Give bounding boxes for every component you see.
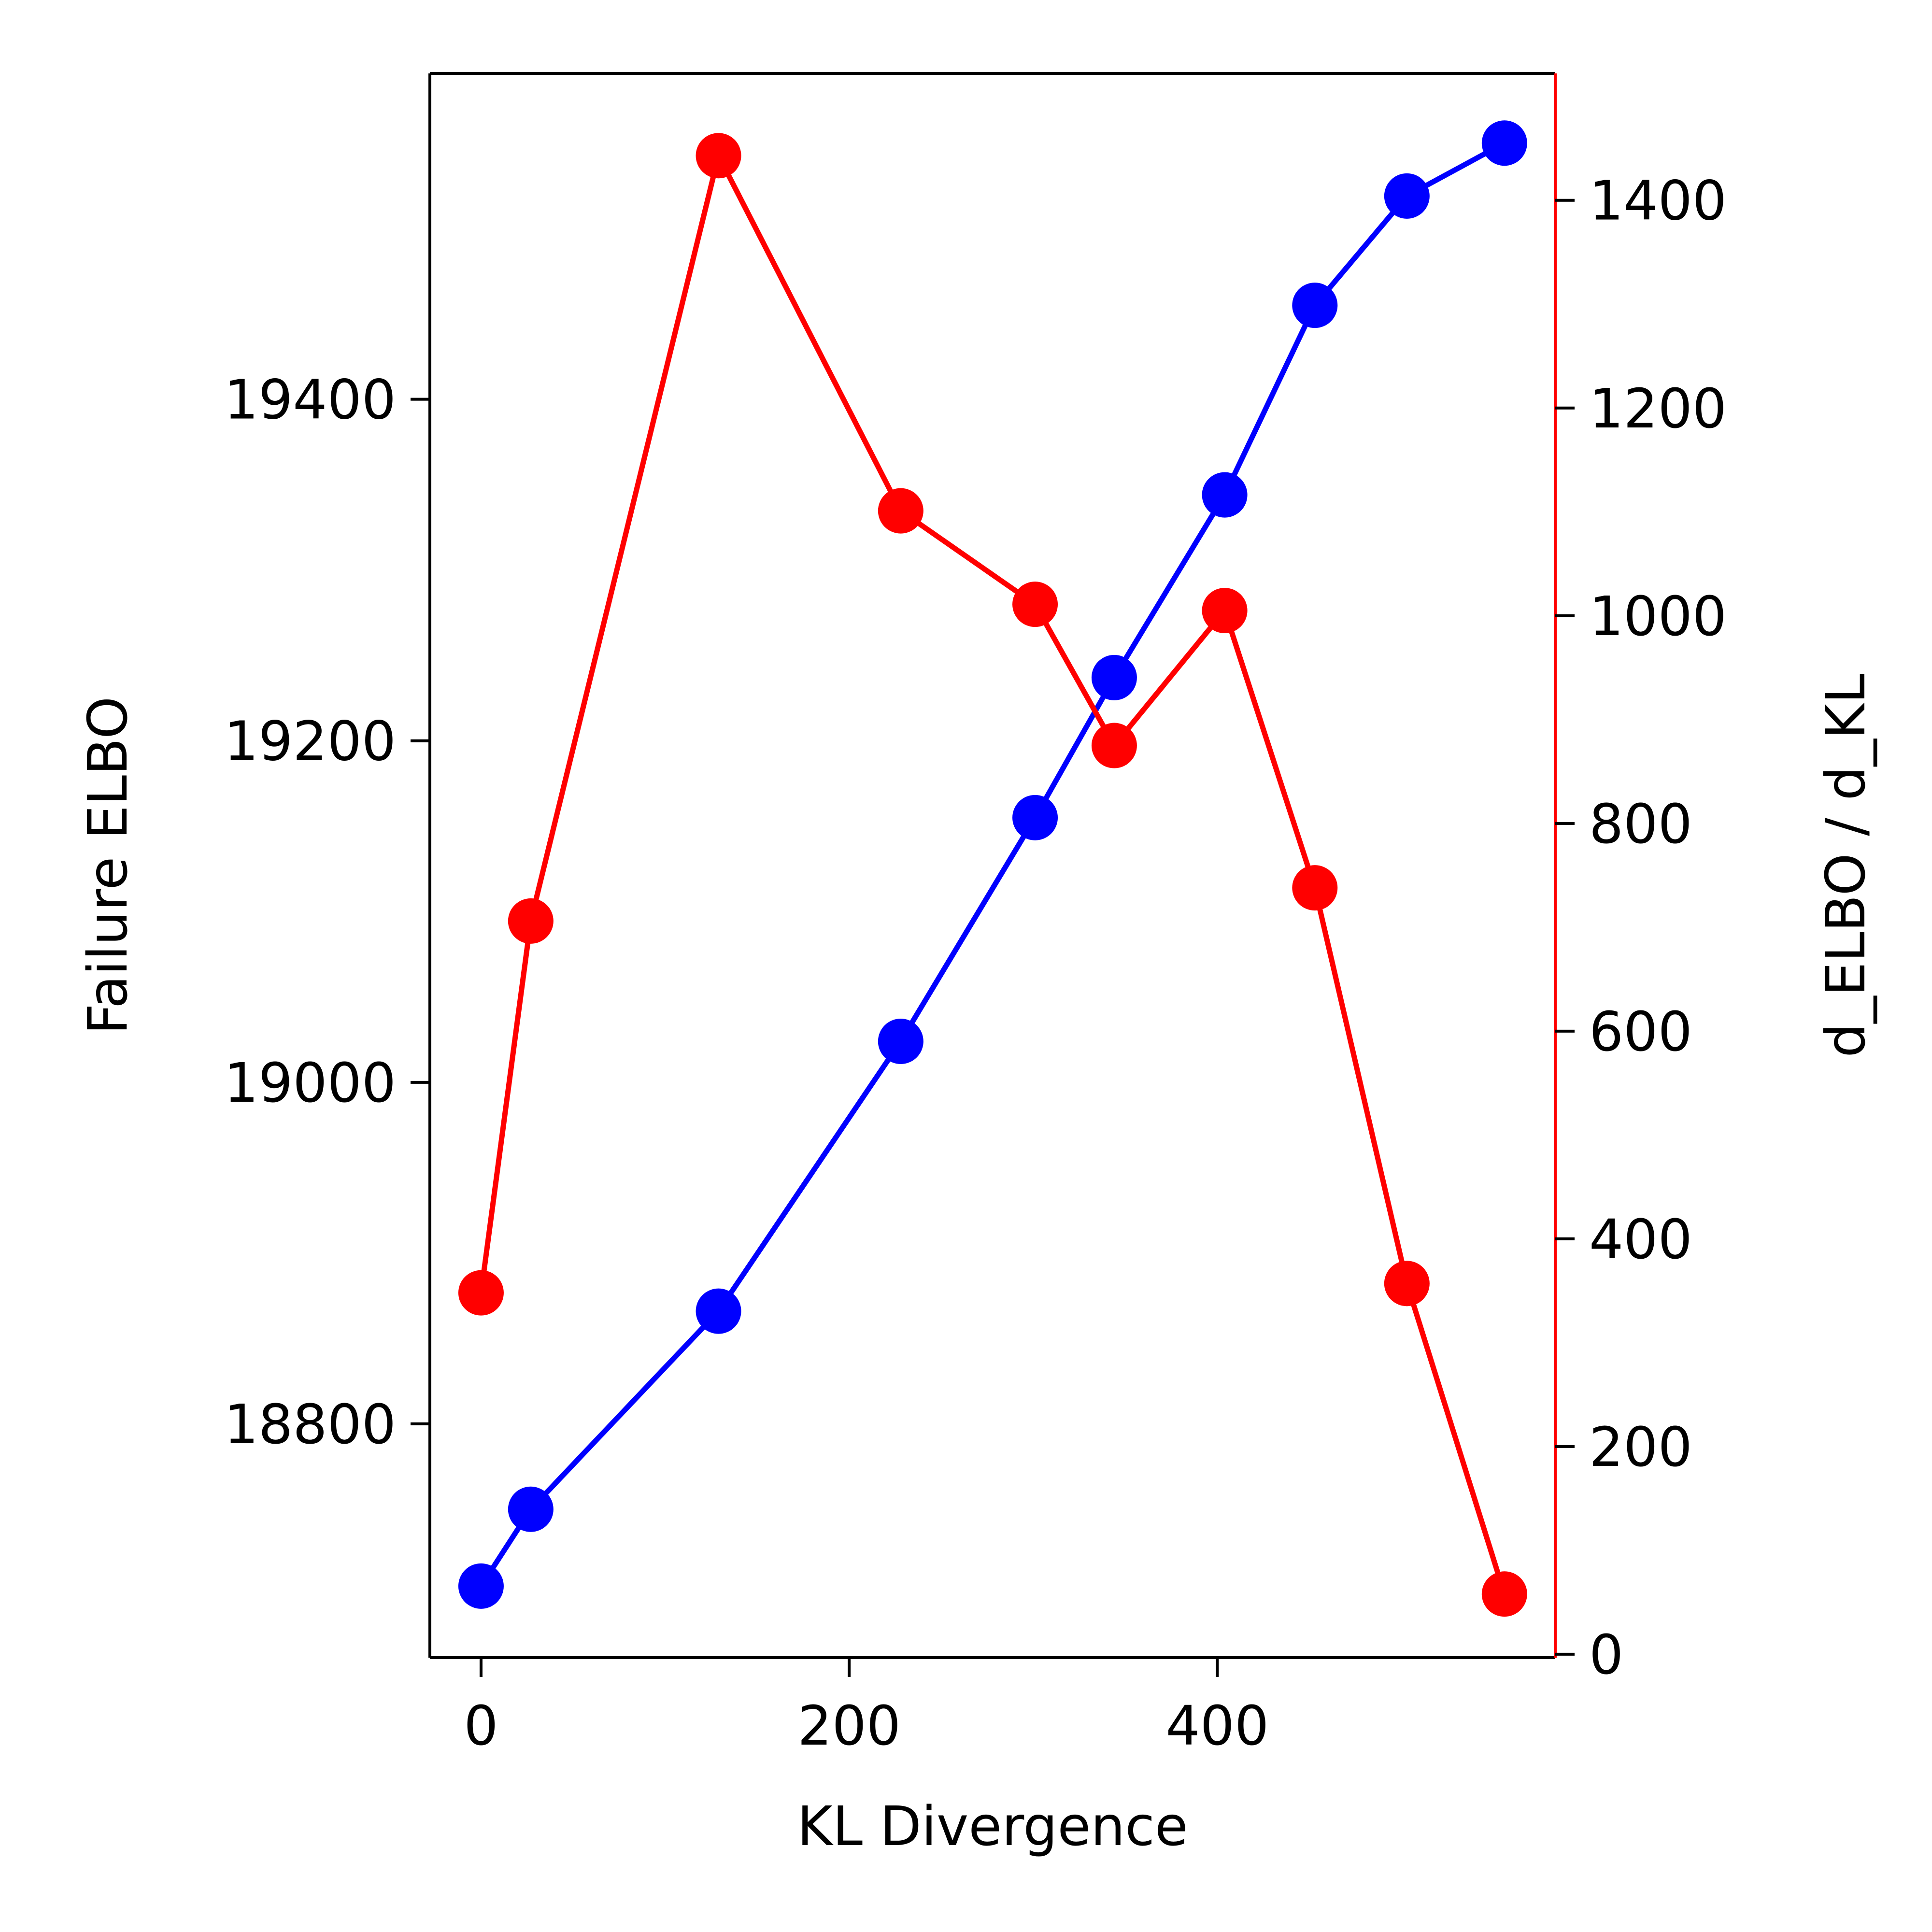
- series-right-point: [878, 488, 923, 534]
- series-right-point: [1202, 588, 1248, 634]
- series-right-point: [1481, 1571, 1527, 1617]
- right-y-axis-tick-label: 1400: [1589, 170, 1727, 233]
- series-left-line: [479, 141, 1506, 1588]
- series-left-point: [1292, 283, 1338, 328]
- series-left-point: [696, 1288, 741, 1334]
- right-y-axis-title: d_ELBO / d_KL: [1815, 673, 1877, 1057]
- left-y-axis-tick-label: 18800: [224, 1393, 396, 1456]
- right-y-axis-tick-label: 1000: [1589, 585, 1727, 648]
- ticks-layer: 0 200 400 18800 19000 19200 19400 0 200 400 600 800…: [224, 170, 1727, 1758]
- left-y-axis-tick-label: 19000: [224, 1052, 396, 1115]
- series-left-point: [458, 1563, 504, 1609]
- series-left-point: [1012, 795, 1058, 840]
- series-right-point: [508, 898, 554, 944]
- series-right-line: [478, 148, 1507, 1595]
- series-left-point: [1091, 654, 1137, 700]
- right-y-axis-tick-label: 800: [1589, 793, 1692, 856]
- x-axis-tick-label: 400: [1165, 1695, 1269, 1758]
- left-y-axis-tick-label: 19400: [224, 369, 396, 432]
- series-left-point: [1384, 173, 1430, 219]
- series-left-point: [878, 1018, 923, 1064]
- left-y-axis-tick-label: 19200: [224, 710, 396, 773]
- series-right-point: [696, 133, 741, 179]
- right-y-axis-tick-label: 0: [1589, 1624, 1623, 1687]
- series-right-point: [1292, 865, 1338, 911]
- right-y-axis-tick-label: 600: [1589, 1001, 1692, 1064]
- series-right-point: [1012, 582, 1058, 627]
- plot-layer: [458, 120, 1527, 1617]
- series-right-point: [1091, 723, 1137, 768]
- right-y-axis-tick-label: 200: [1589, 1416, 1692, 1479]
- series-right-point: [1384, 1261, 1430, 1307]
- left-y-axis-title: Failure ELBO: [77, 696, 140, 1035]
- series-left-point: [508, 1486, 554, 1532]
- series-left-point: [1202, 472, 1248, 518]
- right-y-axis-tick-label: 1200: [1589, 378, 1727, 440]
- axes-layer: [428, 72, 1557, 1659]
- x-axis-tick-label: 0: [464, 1695, 498, 1758]
- x-axis-title: KL Divergence: [797, 1795, 1188, 1858]
- right-y-axis-tick-label: 400: [1589, 1208, 1692, 1271]
- series-left-point: [1481, 120, 1527, 166]
- series-right-point: [458, 1270, 504, 1316]
- x-axis-tick-label: 200: [797, 1695, 901, 1758]
